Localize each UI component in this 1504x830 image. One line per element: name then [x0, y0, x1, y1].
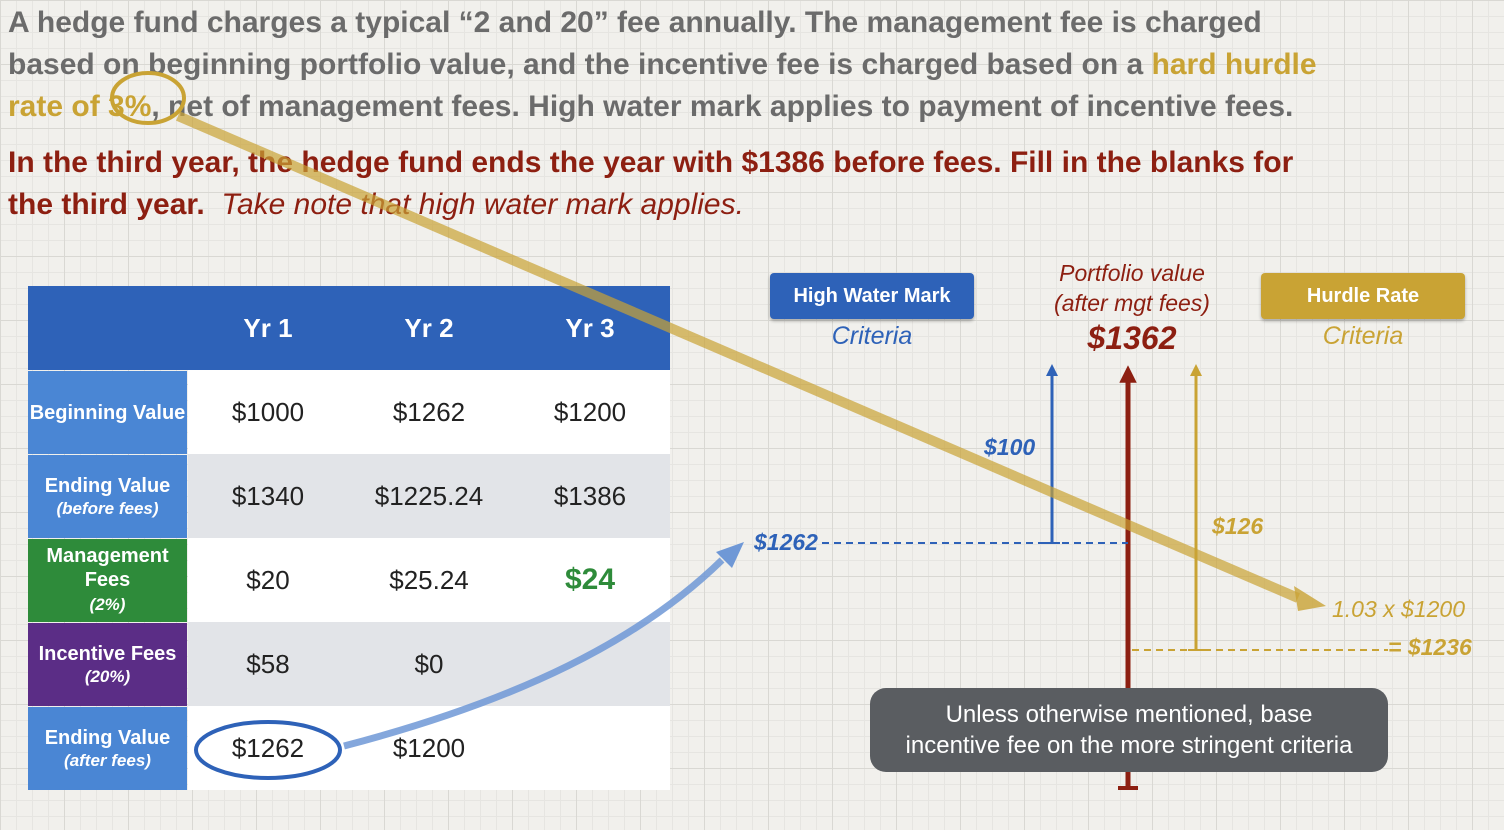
header-yr2: Yr 2 — [404, 313, 454, 343]
header-yr1: Yr 1 — [243, 313, 293, 343]
intro-line-2: based on beginning portfolio value, and … — [8, 44, 1504, 86]
hwm-level-label: $1262 — [754, 529, 818, 555]
hard-hurdle-highlight: hard hurdle — [1151, 48, 1317, 81]
portfolio-value-label: Portfolio value (after mgt fees) — [1010, 258, 1254, 318]
row-label-ending-value-before: Ending Value (before fees) — [28, 455, 187, 538]
high-water-mark-label: High Water Mark — [770, 273, 974, 319]
table-cell: $20 — [246, 565, 290, 595]
table-row: $1340 $1225.24 $1386 — [188, 454, 670, 538]
hurdle-pointer-line — [176, 111, 1300, 603]
table-cell: $0 — [414, 649, 444, 679]
hurdle-calc-label: 1.03 x $1200 — [1332, 596, 1466, 622]
row-label-sub: (after fees) — [64, 750, 151, 770]
table-cell: $1262 — [392, 397, 466, 427]
hurdle-rate-label: Hurdle Rate — [1261, 273, 1465, 319]
question-line-1: In the third year, the hedge fund ends t… — [8, 146, 1294, 179]
table-cell: $1200 — [392, 733, 466, 763]
intro-line-3-text: , net of management fees. High water mar… — [151, 90, 1294, 123]
question-text: In the third year, the hedge fund ends t… — [8, 142, 1504, 226]
table-cell: $1000 — [231, 397, 305, 427]
hwm-criteria-label: Criteria — [831, 322, 913, 350]
carry-over-arrow — [343, 557, 725, 750]
carry-over-arrow-head — [716, 542, 744, 568]
answer-management-fee: $24 — [564, 563, 616, 596]
hwm-gap-label: $100 — [984, 434, 1036, 460]
table-cell: $1340 — [231, 481, 305, 511]
hurdle-criteria-label: Criteria — [1322, 322, 1404, 350]
hurdle-gap-label: $126 — [1212, 513, 1264, 539]
fee-table: Yr 1 Yr 2 Yr 3 Beginning Value $1000 $12… — [28, 286, 670, 792]
table-row: $20 $25.24 $24 — [188, 538, 670, 622]
row-label-management-fees: Management Fees (2%) — [28, 539, 187, 622]
row-label-sub: (2%) — [89, 595, 126, 614]
table-cell: $1200 — [553, 397, 627, 427]
intro-line-1: A hedge fund charges a typical “2 and 20… — [8, 6, 1262, 39]
question-note: Take note that high water mark applies. — [221, 188, 744, 221]
table-cell: $1225.24 — [374, 481, 484, 511]
table-cell: $58 — [246, 649, 290, 679]
hurdle-level-label: = $1236 — [1388, 634, 1472, 660]
hurdle-pointer-head — [1294, 586, 1326, 611]
ending-value-circle — [194, 720, 342, 780]
row-label-ending-value-after: Ending Value (after fees) — [28, 707, 187, 790]
portfolio-value: $1362 — [1087, 320, 1177, 356]
hurdle-rate-circle — [110, 71, 186, 125]
row-label-incentive-fees: Incentive Fees (20%) — [28, 623, 187, 706]
row-label-sub-wrap: (2%) — [90, 592, 126, 617]
portfolio-label-1: Portfolio value — [1059, 260, 1205, 286]
question-line-2-text: the third year. — [8, 188, 205, 221]
table-cell: $25.24 — [389, 565, 469, 595]
question-line-2: the third year. Take note that high wate… — [8, 184, 1504, 226]
table-cell: $1386 — [553, 481, 627, 511]
note-line-1: Unless otherwise mentioned, base — [945, 701, 1313, 728]
note-line-2: incentive fee on the more stringent crit… — [905, 732, 1353, 759]
row-label-text: Ending Value — [44, 474, 171, 497]
portfolio-label-2: (after mgt fees) — [1054, 290, 1210, 316]
row-label-text: Incentive Fees — [38, 642, 177, 665]
table-row: $1000 $1262 $1200 — [188, 370, 670, 454]
row-label-sub: (before fees) — [56, 498, 159, 518]
row-label-beginning-value: Beginning Value — [28, 371, 187, 454]
row-label-text: Beginning Value — [29, 401, 186, 424]
row-label-text: Ending Value — [44, 726, 171, 749]
table-row: $58 $0 — [188, 622, 670, 706]
note-callout: Unless otherwise mentioned, base incenti… — [870, 688, 1388, 772]
table-header: Yr 1 Yr 2 Yr 3 — [28, 286, 670, 370]
row-label-text: Management Fees — [46, 545, 169, 591]
intro-line-3: rate of 3%, net of management fees. High… — [8, 86, 1504, 128]
intro-line-2-text: based on beginning portfolio value, and … — [8, 48, 1152, 81]
table-cell: $1262 — [231, 733, 305, 763]
intro-text: A hedge fund charges a typical “2 and 20… — [8, 2, 1504, 128]
header-yr3: Yr 3 — [565, 313, 615, 343]
row-label-sub: (20%) — [84, 666, 131, 686]
